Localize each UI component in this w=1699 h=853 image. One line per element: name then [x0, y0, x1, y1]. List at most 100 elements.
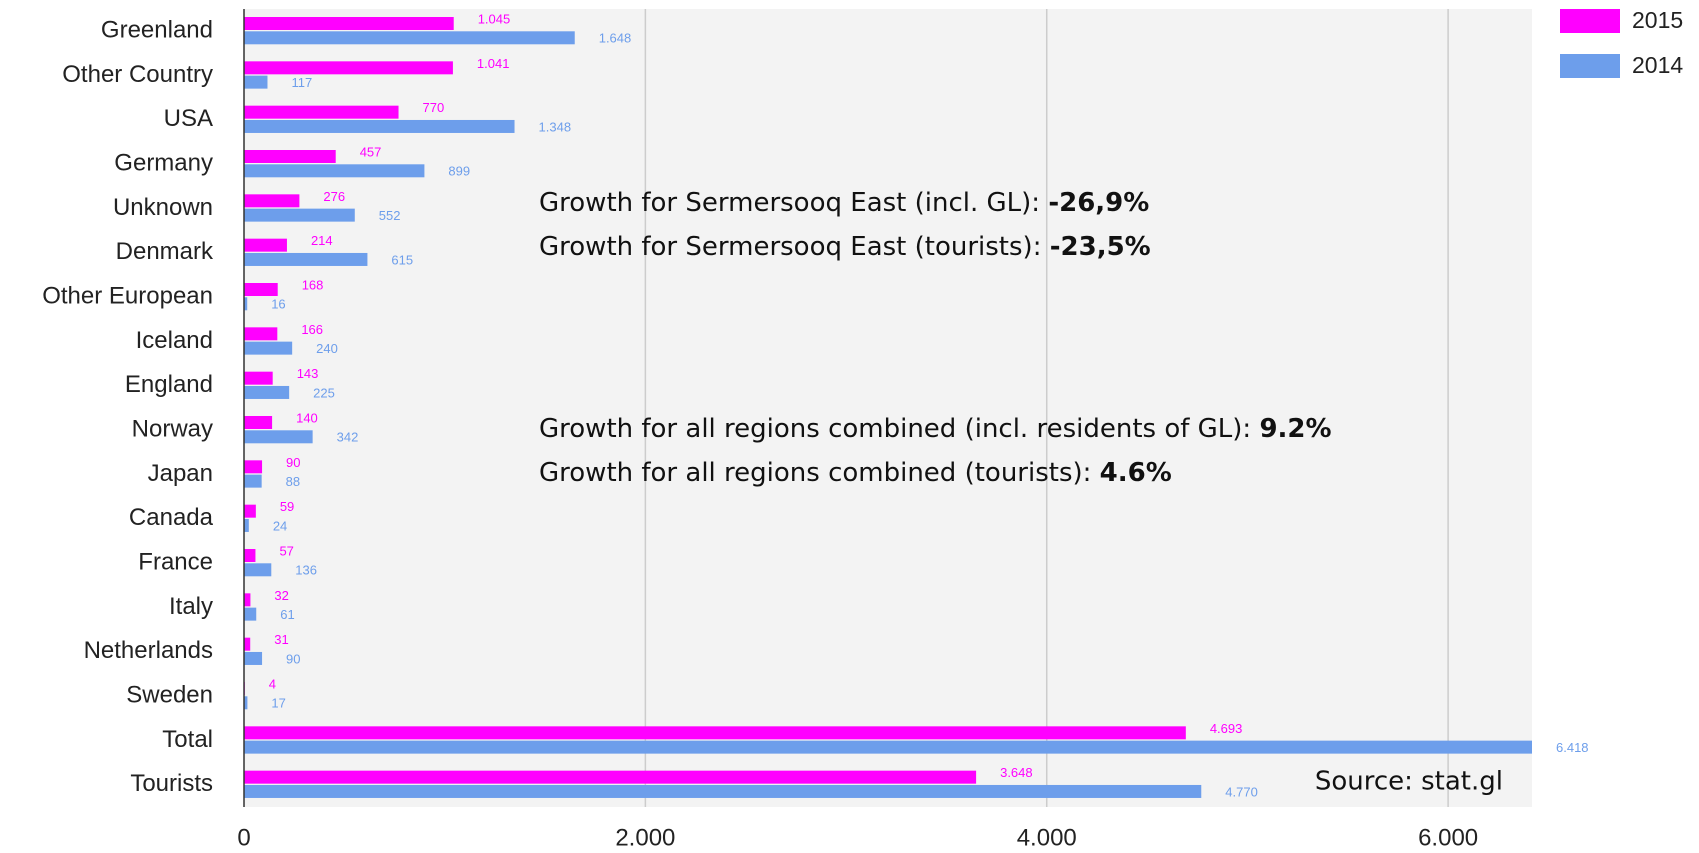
bar [244, 460, 263, 474]
bar [244, 740, 1532, 754]
y-tick-label: Other Country [62, 61, 213, 88]
data-label: 88 [286, 474, 300, 489]
bar [244, 416, 273, 429]
bar [244, 784, 1202, 798]
bar [244, 17, 454, 30]
legend-label: 2014 [1632, 52, 1683, 78]
data-label: 140 [296, 410, 318, 425]
data-label: 16 [271, 297, 285, 312]
y-tick-label: Germany [114, 150, 213, 177]
bar [244, 150, 336, 163]
bar [244, 696, 248, 710]
bar [244, 607, 257, 621]
data-label: 1.348 [539, 119, 572, 134]
bar [244, 105, 399, 119]
data-label: 32 [274, 588, 288, 603]
data-label: 61 [280, 607, 294, 622]
bar [244, 119, 515, 133]
y-tick-label: Norway [132, 416, 213, 443]
bar [244, 75, 268, 89]
x-tick-label: 6.000 [1418, 824, 1478, 851]
x-tick-label: 2.000 [615, 824, 675, 851]
data-label: 90 [286, 455, 300, 470]
data-label: 1.648 [599, 31, 632, 46]
bar [244, 385, 290, 399]
x-tick-label: 0 [237, 824, 250, 851]
y-tick-label: Greenland [101, 17, 213, 44]
annotation-value: -26,9% [1048, 188, 1149, 218]
data-label: 143 [297, 366, 319, 381]
data-label: 4 [269, 676, 276, 691]
x-tick-label: 4.000 [1017, 824, 1077, 851]
data-label: 168 [302, 277, 324, 292]
y-tick-label: Total [162, 726, 213, 753]
annotation: Growth for Sermersooq East (tourists): -… [539, 232, 1151, 262]
annotation: Growth for all regions combined (tourist… [539, 458, 1172, 488]
y-tick-label: Netherlands [84, 637, 213, 664]
data-label: 1.045 [478, 11, 511, 26]
y-tick-label: Tourists [130, 770, 213, 797]
bar [244, 297, 248, 311]
data-label: 90 [286, 651, 300, 666]
annotation: Growth for Sermersooq East (incl. GL): -… [539, 188, 1149, 218]
legend-label: 2015 [1632, 7, 1683, 33]
y-tick-label: USA [164, 105, 213, 132]
y-tick-label: Italy [169, 593, 213, 620]
bar [244, 31, 575, 45]
data-label: 31 [274, 632, 288, 647]
source: Source: stat.gl [1315, 767, 1503, 797]
bar [244, 430, 313, 444]
data-label: 3.648 [1000, 765, 1033, 780]
bar [244, 549, 256, 562]
bar [244, 194, 300, 208]
data-label: 136 [295, 563, 317, 578]
y-tick-label: Unknown [113, 194, 213, 221]
bar [244, 518, 249, 532]
y-tick-label: Japan [148, 460, 213, 487]
legend-swatch [1560, 9, 1620, 33]
bar [244, 651, 263, 665]
data-label: 166 [301, 322, 323, 337]
data-label: 899 [448, 164, 470, 179]
annotation-value: 4.6% [1100, 458, 1172, 488]
annotation-text: Growth for all regions combined (incl. r… [539, 414, 1259, 444]
bar [244, 208, 355, 222]
annotation-value: -23,5% [1050, 232, 1151, 262]
annotation: Growth for all regions combined (incl. r… [539, 414, 1332, 444]
data-label: 457 [360, 144, 382, 159]
bar [244, 283, 278, 296]
y-tick-label: France [138, 549, 213, 576]
y-tick-label: England [125, 371, 213, 398]
bars [244, 17, 1532, 798]
data-label: 770 [423, 100, 445, 115]
legend-swatch [1560, 54, 1620, 78]
bar [244, 637, 251, 651]
data-label: 4.770 [1225, 784, 1258, 799]
y-tick-label: Other European [42, 283, 213, 310]
bar [244, 770, 977, 784]
data-label: 342 [337, 430, 359, 445]
annotation-text: Growth for all regions combined (tourist… [539, 458, 1100, 488]
data-label: 240 [316, 341, 338, 356]
y-tick-label: Iceland [136, 327, 213, 354]
bar [244, 474, 262, 488]
data-label: 57 [279, 543, 293, 558]
data-label: 6.418 [1556, 740, 1589, 755]
data-label: 1.041 [477, 56, 510, 71]
data-label: 276 [323, 189, 345, 204]
bar [244, 238, 287, 252]
bar [244, 327, 278, 341]
bar [244, 504, 256, 518]
data-label: 4.693 [1210, 721, 1243, 736]
y-tick-label: Sweden [126, 682, 213, 709]
bar [244, 563, 272, 577]
bar [244, 61, 453, 75]
bar [244, 726, 1186, 740]
data-label: 17 [271, 696, 285, 711]
y-tick-label: Canada [129, 504, 214, 531]
annotation-text: Growth for Sermersooq East (incl. GL): [539, 188, 1048, 218]
grid [644, 9, 1449, 807]
y-tick-label: Denmark [116, 238, 214, 265]
annotation-value: 9.2% [1259, 414, 1331, 444]
